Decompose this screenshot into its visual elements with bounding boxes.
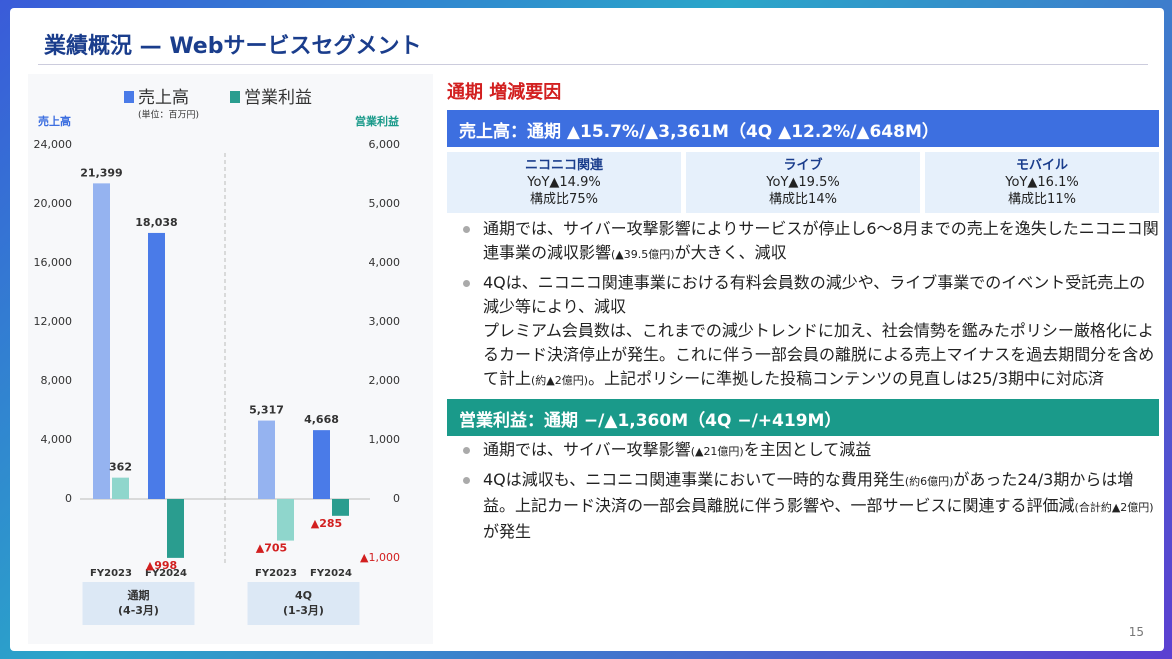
x-tick-label: FY2024 [310, 568, 352, 579]
bar [258, 420, 275, 499]
bar [313, 430, 330, 499]
group-box [82, 582, 195, 625]
legend-swatch [124, 91, 134, 103]
bar [332, 499, 349, 516]
slide: 業績概況 — Webサービスセグメント 0 4,000 8,000 12,000 16,… [10, 8, 1164, 651]
y2-axis-label: 営業利益 [355, 114, 399, 128]
y-tick-label: 8,000 [41, 374, 73, 387]
legend-swatch [230, 91, 240, 103]
bar [93, 183, 110, 499]
segment-name: モバイル [1015, 158, 1068, 173]
y-axis-label: 売上高 [38, 114, 71, 128]
group-sub: (1-3月) [283, 604, 324, 617]
y2-tick-label: 2,000 [369, 374, 401, 387]
profit-bullets: 通期では、サイバー攻撃影響(▲21億円)を主因として減益 4Qは減収も、ニコニコ関… [447, 438, 1159, 544]
chart: 0 4,000 8,000 12,000 16,000 20,000 24,000 ▲1,00… [28, 74, 433, 644]
bullet-text: 通期では、サイバー攻撃影響 [483, 440, 691, 459]
y2-tick-label: 5,000 [369, 197, 401, 210]
bullet-text: を主因として減益 [743, 440, 872, 459]
bullet: 4Qは、ニコニコ関連事業における有料会員数の減少や、ライブ事業でのイベント受託売… [463, 271, 1159, 393]
x-tick-label: FY2023 [255, 568, 297, 579]
bullet-text: 4Qは、ニコニコ関連事業における有料会員数の減少や、ライブ事業でのイベント受託売… [483, 273, 1146, 316]
y-tick-label: 24,000 [34, 138, 73, 151]
segment-yoy: YoY▲14.9% [527, 175, 601, 190]
bullet-text: プレミアム会員数は、これまでの減少トレンドに加え、社会情勢を鑑みたポリシー厳格化… [483, 321, 1155, 388]
group-label: 通期 [128, 588, 150, 602]
segment-box: モバイル YoY▲16.1% 構成比11% [925, 152, 1159, 213]
y-tick-label: 20,000 [34, 197, 73, 210]
data-label: ▲285 [311, 517, 342, 530]
segment-name: ライブ [783, 158, 823, 173]
bullet-text: 通期では、サイバー攻撃影響によりサービスが停止し6～8月までの売上を逸失したニコ… [483, 219, 1159, 262]
segment-share: 構成比14% [769, 192, 837, 207]
x-tick-label: FY2023 [90, 568, 132, 579]
legend-note: (単位：百万円) [138, 109, 199, 121]
data-label: 362 [109, 461, 132, 474]
y-tick-label: 4,000 [41, 433, 73, 446]
y-tick-label: 0 [65, 492, 72, 505]
segment-name: ニコニコ関連 [524, 158, 603, 173]
group-box [247, 582, 360, 625]
factors: 通期 増減要因 売上高：通期 ▲15.7%/▲3,361M（4Q ▲12.2%/… [447, 78, 1159, 550]
page-title: 業績概況 — Webサービスセグメント [44, 34, 422, 59]
group-sub: (4-3月) [118, 604, 159, 617]
segment-yoy: YoY▲16.1% [1005, 175, 1079, 190]
data-label: ▲705 [256, 542, 287, 555]
page-number: 15 [1128, 625, 1144, 639]
bullet-text: (合計約▲2億円) [1074, 501, 1154, 514]
legend-label: 売上高 [138, 88, 189, 108]
segment-share: 構成比75% [530, 192, 598, 207]
revenue-bar: 売上高：通期 ▲15.7%/▲3,361M（4Q ▲12.2%/▲648M） [447, 110, 1159, 147]
segment-box: ライブ YoY▲19.5% 構成比14% [686, 152, 920, 213]
data-label: 4,668 [304, 413, 339, 426]
bullet-text: (約6億円) [904, 475, 954, 488]
bullet-text: 4Qは減収も、ニコニコ関連事業において一時的な費用発生 [483, 470, 905, 489]
bullet-text: が発生 [483, 522, 532, 541]
y-tick-label: 12,000 [34, 315, 73, 328]
y2-tick-label: 6,000 [369, 138, 401, 151]
bar [167, 499, 184, 558]
profit-bar: 営業利益：通期 −/▲1,360M（4Q −/+419M） [447, 399, 1159, 436]
factors-heading: 通期 増減要因 [447, 82, 562, 103]
bullet-text: (▲21億円) [690, 445, 744, 458]
bullet: 4Qは減収も、ニコニコ関連事業において一時的な費用発生(約6億円)があった24/… [463, 468, 1159, 544]
y2-tick-label: 1,000 [369, 433, 401, 446]
bar [112, 477, 129, 499]
segment-yoy: YoY▲19.5% [766, 175, 840, 190]
y-tick-label: 16,000 [34, 256, 73, 269]
revenue-bullets: 通期では、サイバー攻撃影響によりサービスが停止し6～8月までの売上を逸失したニコ… [447, 217, 1159, 393]
legend-label: 営業利益 [244, 88, 312, 108]
data-label: 5,317 [249, 404, 284, 417]
x-tick-label: FY2024 [145, 568, 187, 579]
segment-box: ニコニコ関連 YoY▲14.9% 構成比75% [447, 152, 681, 213]
bar [277, 499, 294, 541]
group-label: 4Q [295, 589, 312, 602]
bullet: 通期では、サイバー攻撃影響(▲21億円)を主因として減益 [463, 438, 1159, 464]
y2-tick-label: 4,000 [369, 256, 401, 269]
bar [148, 232, 165, 499]
title-rule [38, 64, 1148, 65]
bullet-text: が大きく、減収 [674, 243, 787, 262]
bullet-text: があった24/3期からは増益。上記カード決済の一部会員離脱に伴う影響や、一部サー… [483, 470, 1134, 515]
data-label: 18,038 [135, 216, 177, 229]
segment-share: 構成比11% [1008, 192, 1076, 207]
segment-boxes: ニコニコ関連 YoY▲14.9% 構成比75% ライブ YoY▲19.5% 構成比14% モ… [447, 152, 1159, 213]
data-label: ▲998 [146, 559, 177, 572]
bullet-text: (約▲2億円) [531, 374, 589, 387]
y2-tick-label: 3,000 [369, 315, 401, 328]
y2-tick-label: 0 [393, 492, 400, 505]
bullet-text: (▲39.5億円) [611, 248, 675, 261]
bullet-text: 。上記ポリシーに準拠した投稿コンテンツの見直しは25/3期中に対応済 [588, 369, 1104, 388]
y2-tick-label: ▲1,000 [360, 551, 400, 564]
bullet: 通期では、サイバー攻撃影響によりサービスが停止し6～8月までの売上を逸失したニコ… [463, 217, 1159, 267]
data-label: 21,399 [80, 166, 122, 179]
